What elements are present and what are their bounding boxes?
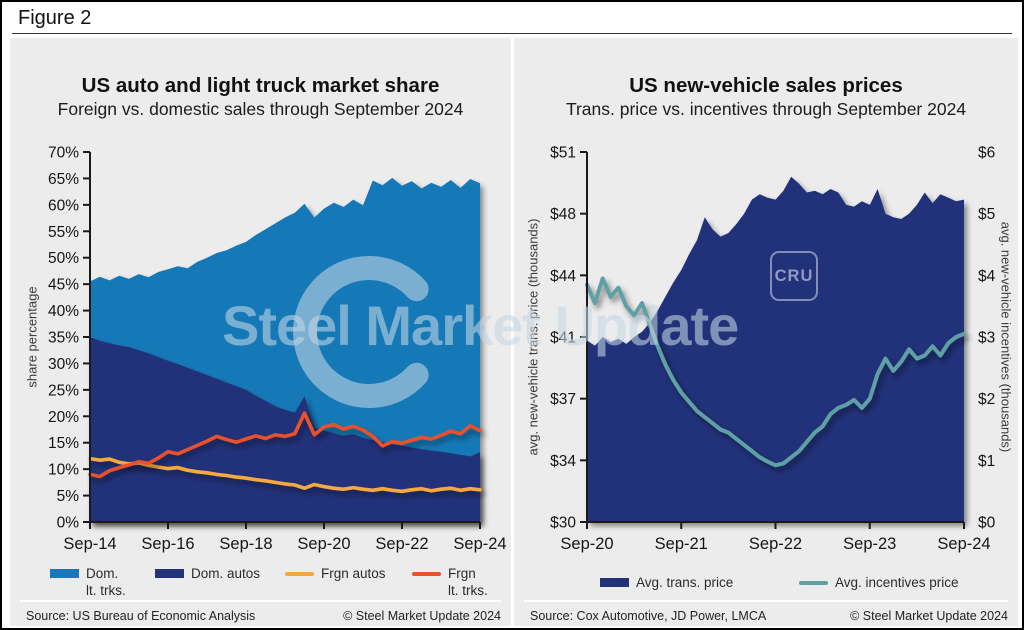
x-tick-label: Sep-20	[297, 535, 350, 553]
legend-label-line: Frgn autos	[321, 566, 386, 581]
legend-item-dom-lt-trks: Dom. lt. trks.	[50, 565, 126, 599]
market-share-subtitle: Foreign vs. domestic sales through Septe…	[57, 99, 464, 119]
line-series	[585, 276, 966, 468]
area-series	[90, 337, 480, 522]
x-tick-label: Sep-14	[63, 535, 116, 553]
legend-item-dom-autos: Dom. autos	[155, 565, 260, 582]
legend-item-frgn-autos: Frgn autos	[285, 565, 386, 582]
sales-prices-chart-card: US new-vehicle sales prices Trans. price…	[514, 38, 1018, 626]
y-tick-label: 15%	[48, 435, 79, 452]
market-share-title: US auto and light truck market share	[81, 74, 440, 97]
y2-tick-label: $5	[978, 206, 995, 223]
legend-label-line: Frgn	[448, 566, 476, 581]
legend-label-line: lt. trks.	[448, 583, 488, 598]
market-share-footer: Source: US Bureau of Economic Analysis ©…	[20, 600, 501, 623]
header-rule	[12, 33, 1012, 34]
legend-item-trans-price: Avg. trans. price	[600, 574, 733, 591]
y-tick-label: $51	[550, 145, 576, 162]
y2-tick-label: $4	[978, 268, 996, 285]
legend-swatch-frgn-lt-trks	[412, 572, 441, 576]
legend-label-line: Dom. autos	[191, 566, 261, 581]
line-series	[88, 411, 482, 479]
x-tick-label: Sep-16	[141, 535, 194, 553]
line-series	[88, 456, 482, 494]
y2-tick-label: $6	[978, 145, 995, 162]
legend-swatch-incentives	[799, 581, 828, 585]
x-tick-label: Sep-20	[560, 535, 613, 553]
market-share-chart-card: US auto and light truck market share For…	[10, 38, 511, 626]
legend-swatch-frgn-autos	[285, 572, 314, 576]
source-text: Source: Cox Automotive, JD Power, LMCA	[530, 609, 767, 623]
x-tick-label: Sep-23	[843, 535, 896, 553]
legend-swatch-trans-price	[600, 578, 629, 587]
x-tick-label: Sep-22	[749, 535, 802, 553]
source-text: Source: US Bureau of Economic Analysis	[26, 609, 256, 623]
y2-tick-label: $1	[978, 453, 995, 470]
sales-prices-chart: $30 $34 $37 $41 $44 $48 $51 $0 $1 $2 $3 $4 $5 $6 Sep-2…	[550, 145, 996, 554]
y-tick-label: 25%	[48, 382, 79, 399]
area-series	[587, 176, 964, 522]
x-tick-label: Sep-22	[375, 535, 428, 553]
y-tick-label: 35%	[48, 330, 79, 347]
legend-swatch-dom-autos	[155, 569, 184, 578]
copyright-text: © Steel Market Update 2024	[343, 609, 501, 623]
y-tick-label: 60%	[48, 197, 79, 214]
y-tick-label: 45%	[48, 277, 79, 294]
y-tick-label: 5%	[57, 488, 80, 505]
legend-item-incentives: Avg. incentives price	[799, 574, 959, 591]
x-tick-label: Sep-21	[655, 535, 708, 553]
y-tick-label: $34	[550, 453, 576, 470]
y-tick-label: $41	[550, 330, 576, 347]
x-tick-label: Sep-24	[937, 535, 990, 553]
legend-label-line: Avg. incentives price	[835, 575, 959, 590]
y-tick-label: $30	[550, 515, 576, 532]
y-tick-label: 20%	[48, 409, 79, 426]
y-tick-label: $37	[550, 391, 576, 408]
y-tick-label: 55%	[48, 224, 79, 241]
y-tick-label: 10%	[48, 462, 79, 479]
y-tick-label: 70%	[48, 145, 79, 162]
copyright-text: © Steel Market Update 2024	[850, 609, 1008, 623]
y2-tick-label: $0	[978, 515, 996, 532]
legend-label-line: Dom.	[86, 566, 119, 581]
sales-prices-title: US new-vehicle sales prices	[629, 74, 903, 97]
y2-tick-label: $3	[978, 330, 995, 347]
legend-label-line: lt. trks.	[86, 583, 126, 598]
x-tick-label: Sep-18	[219, 535, 272, 553]
y-tick-label: 30%	[48, 356, 79, 373]
y-tick-label: 65%	[48, 171, 79, 188]
x-tick-label: Sep-24	[453, 535, 506, 553]
y-tick-label: 50%	[48, 250, 79, 267]
figure-label: Figure 2	[18, 7, 92, 29]
legend-item-frgn-lt-trks: Frgn lt. trks.	[412, 565, 488, 599]
y-tick-label: 0%	[57, 515, 80, 532]
y2-tick-label: $2	[978, 391, 995, 408]
y-tick-label: 40%	[48, 303, 79, 320]
y-tick-label: $48	[550, 206, 576, 223]
market-share-chart: 0% 5% 10% 15% 20% 25% 30% 35% 40% 45% 50% 55% 60% 65%…	[48, 145, 507, 554]
sales-prices-footer: Source: Cox Automotive, JD Power, LMCA ©…	[524, 600, 1008, 623]
legend-swatch-dom-lt-trks	[50, 569, 79, 578]
sales-prices-subtitle: Trans. price vs. incentives through Sept…	[565, 99, 967, 119]
legend-label-line: Avg. trans. price	[636, 575, 734, 590]
y-tick-label: $44	[550, 268, 576, 285]
